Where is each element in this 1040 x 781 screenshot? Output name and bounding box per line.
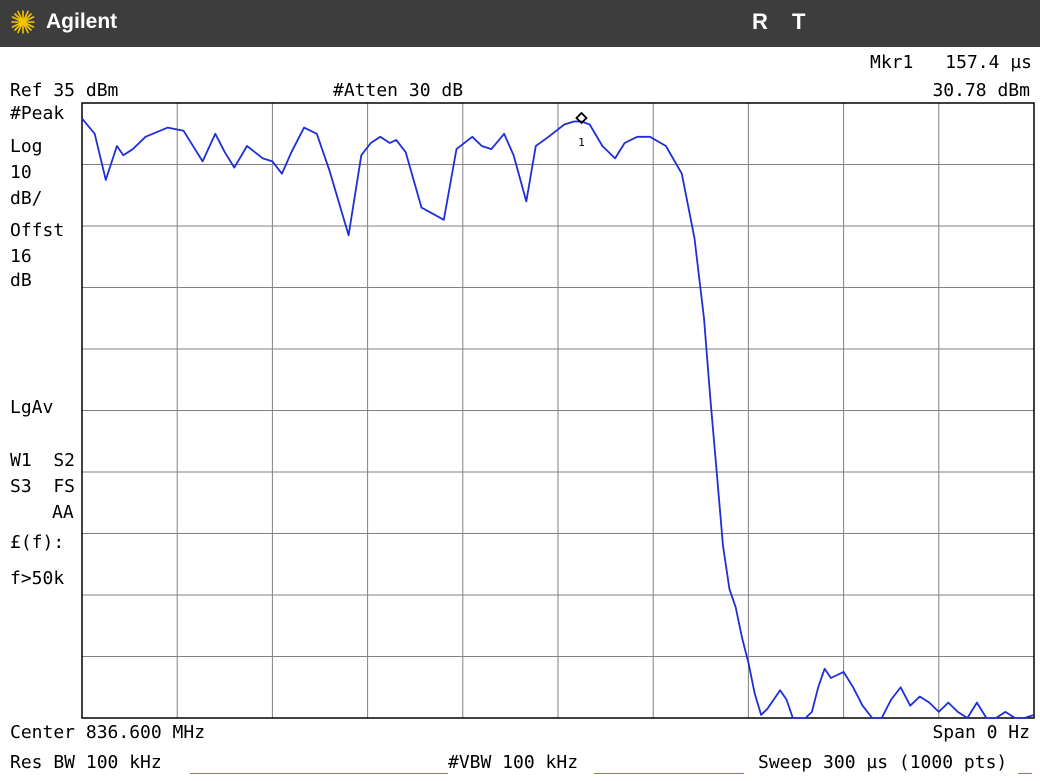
detector-mode: #Peak [10, 103, 65, 124]
offset-unit: dB [10, 270, 32, 291]
center-frequency: Center 836.600 MHz [10, 722, 206, 743]
average-mode: LgAv [10, 397, 54, 418]
diamond-marker-icon [575, 111, 588, 125]
filter-value: f>50k [10, 568, 65, 589]
res-bw: Res BW 100 kHz [10, 752, 162, 773]
sweep-underline [1018, 773, 1032, 774]
brand-name: Agilent [46, 10, 118, 33]
trace-line [81, 117, 1035, 719]
offset-value: 16 [10, 246, 32, 267]
marker-number: 1 [578, 136, 585, 149]
marker-group: 1 [575, 111, 588, 149]
trace-group [81, 117, 1035, 719]
scale-unit: dB/ [10, 188, 43, 209]
trace-w1-s2: W1 S2 [10, 450, 76, 471]
spark-logo-icon [11, 10, 35, 34]
status-t: T [792, 9, 806, 34]
filter-function: £(f): [10, 532, 65, 553]
trace-aa: AA [52, 502, 74, 523]
vbw-underline [594, 773, 744, 774]
vbw: #VBW 100 kHz [448, 752, 579, 773]
res-bw-underline [190, 773, 448, 774]
sweep: Sweep 300 µs (1000 pts) [758, 752, 1008, 773]
attenuation: #Atten 30 dB [333, 80, 464, 101]
span: Span 0 Hz [932, 722, 1030, 743]
title-bar: Agilent R T [0, 0, 1040, 47]
marker-time: 157.4 µs [945, 52, 1032, 73]
status-r: R [752, 9, 768, 34]
graticule [81, 102, 1035, 719]
offset-label: Offst [10, 220, 65, 241]
scale-type: Log [10, 136, 43, 157]
marker-amplitude: 30.78 dBm [932, 80, 1030, 101]
ref-level: Ref 35 dBm [10, 80, 119, 101]
scale-value: 10 [10, 162, 32, 183]
plot-border [81, 102, 1035, 719]
marker-label: Mkr1 [870, 52, 914, 73]
trace-s3-fs: S3 FS [10, 476, 76, 497]
